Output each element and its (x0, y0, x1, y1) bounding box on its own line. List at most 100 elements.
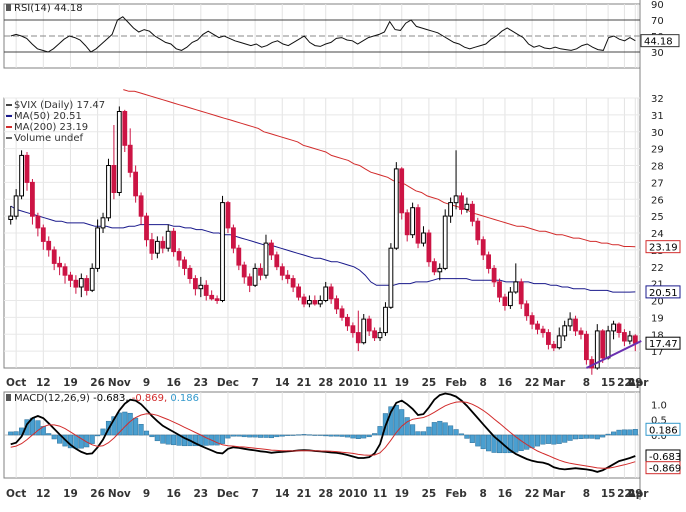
macd-hist-bar (334, 434, 340, 437)
macd-hist-bar (372, 433, 378, 436)
ma200-last-box (645, 240, 681, 254)
candle-body (68, 274, 73, 281)
macd-hist-bar (350, 434, 356, 439)
candle-body (214, 298, 220, 301)
candle-body (57, 262, 63, 268)
candle-body (258, 267, 263, 276)
candle-body (160, 240, 166, 249)
series-line-ma200 (123, 89, 636, 248)
x-tick-label: 14 (275, 377, 290, 389)
macd-hist-bar (540, 434, 546, 445)
macd-hist-bar (100, 428, 106, 436)
x-tick-label-macd: 7 (251, 488, 258, 500)
ma50-last-box-label: 20.51 (649, 288, 678, 299)
candle-body (95, 227, 100, 269)
macd-hist-bar (464, 434, 470, 439)
macd-hist-bar (8, 431, 14, 436)
candle-body (290, 278, 296, 288)
candle-body (513, 281, 519, 293)
macd-y-tick: 0.5 (651, 416, 667, 427)
macd-hist-bar (252, 434, 258, 438)
x-tick-label: 16 (166, 377, 181, 389)
macd-right-box (645, 461, 681, 475)
macd-hist-bar (171, 434, 177, 446)
candle-body (149, 239, 155, 254)
macd-series-signal (10, 401, 636, 469)
macd-hist-bar (138, 424, 144, 436)
ma200-last-box-label: 23.19 (649, 243, 678, 254)
candle-body (231, 227, 236, 249)
macd-hist-bar (507, 434, 513, 454)
candle-body (632, 335, 638, 344)
macd-hist-bar (583, 434, 589, 439)
candle-body (551, 343, 557, 349)
macd-hist-bar (312, 434, 318, 436)
x-tick-label: 8 (583, 377, 590, 389)
macd-hist-bar (426, 426, 432, 436)
candle-body (524, 303, 530, 317)
candle-body (355, 332, 361, 344)
price-last-box-label: 17.47 (649, 339, 678, 350)
candle-body (562, 325, 568, 337)
candle-body (198, 284, 204, 290)
macd-hist-bar (78, 434, 84, 449)
candle-body (421, 232, 426, 244)
price-y-tick: 24 (651, 229, 664, 240)
x-tick-label-macd: 19 (394, 488, 409, 500)
macd-right-label: 0.186 (649, 425, 678, 436)
candle-body (431, 261, 437, 273)
x-tick-label-macd: 12 (36, 488, 51, 500)
macd-hist-bar (361, 434, 367, 439)
macd-legend-value: -0.683, (93, 393, 132, 404)
x-tick-label-macd: 25 (422, 488, 437, 500)
candle-body (133, 171, 138, 197)
candle-body (279, 266, 285, 276)
price-last-box (645, 336, 681, 350)
macd-legend-value: -0.869, (132, 393, 171, 404)
candle-body (546, 332, 551, 345)
candle-body (203, 284, 209, 296)
candle-body (73, 279, 79, 288)
macd-hist-bar (143, 430, 150, 436)
candle-body (46, 240, 52, 251)
x-tick-label: 28 (318, 377, 333, 389)
candle-body (51, 249, 57, 264)
series-line-ma50 (10, 205, 636, 293)
macd-hist-bar (247, 434, 253, 438)
candle-body (518, 281, 524, 305)
macd-hist-bar (89, 434, 95, 444)
candle-body (415, 207, 421, 244)
macd-hist-bar (230, 434, 236, 437)
macd-hist-bar (551, 434, 557, 445)
candle-body (578, 330, 584, 335)
rsi-legend-icon (6, 4, 11, 11)
macd-hist-bar (600, 434, 606, 438)
candle-body (182, 259, 187, 269)
candle-body (410, 207, 416, 236)
macd-hist-bar (306, 434, 312, 436)
candle-body (312, 300, 318, 305)
price-y-tick: 19 (651, 313, 664, 324)
macd-hist-bar (518, 434, 524, 451)
candle-body (35, 215, 41, 229)
macd-hist-bar (556, 434, 562, 444)
macd-hist-bar (203, 434, 209, 446)
candle-body (611, 323, 617, 332)
price-y-tick: 27 (651, 178, 664, 189)
candle-body (383, 306, 388, 334)
candle-body (605, 330, 611, 359)
macd-legend-value: MACD(12,26,9) (14, 393, 93, 404)
macd-hist-bar (328, 434, 334, 437)
legend-label: MA(200) 23.19 (14, 122, 88, 133)
candle-body (323, 286, 329, 301)
x-tick-label: 16 (498, 377, 513, 389)
candle-body (600, 330, 606, 359)
x-tick-label-macd: 8 (480, 488, 487, 500)
candle-body (274, 254, 280, 268)
candle-body (388, 247, 394, 308)
candle-body (263, 242, 269, 276)
macd-hist-bar (257, 434, 264, 438)
macd-hist-bar (442, 422, 448, 436)
macd-hist-bar (415, 431, 421, 436)
